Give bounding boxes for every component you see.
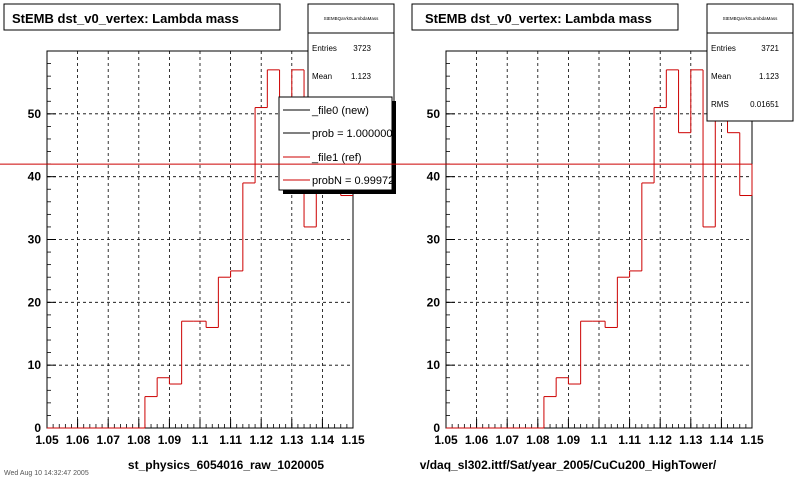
- right-y-tick-label: 0: [433, 421, 440, 435]
- right-x-tick-label: 1.06: [465, 433, 489, 447]
- left-x-tick-label: 1.12: [250, 433, 274, 447]
- left-stats-entries-value: 3723: [353, 44, 371, 53]
- right-y-tick-label: 40: [427, 170, 441, 184]
- left-stats-entries-label: Entries: [312, 44, 337, 53]
- right-x-tick-label: 1.12: [649, 433, 673, 447]
- right-x-axis-label: v/daq_sl302.ittf/Sat/year_2005/CuCu200_H…: [420, 458, 717, 472]
- left-x-tick-label: 1.13: [280, 433, 304, 447]
- left-y-tick-label: 40: [28, 170, 42, 184]
- footer-timestamp: Wed Aug 10 14:32:47 2005: [4, 470, 89, 477]
- left-x-tick-label: 1.06: [66, 433, 90, 447]
- right-x-tick-label: 1.11: [618, 433, 641, 447]
- left-stats-mean-label: Mean: [312, 72, 332, 81]
- left-y-tick-label: 50: [28, 107, 42, 121]
- legend-label-1: prob = 1.000000: [312, 128, 392, 140]
- right-stats-box: StEMBQaVk0LambdaMass Entries 3721 Mean 1…: [706, 3, 794, 122]
- left-x-tick-label: 1.05: [35, 433, 59, 447]
- right-y-tick-label: 50: [427, 107, 441, 121]
- right-stats-mean-value: 1.123: [759, 72, 780, 81]
- legend-label-0: _file0 (new): [311, 105, 369, 117]
- right-y-tick-label: 30: [427, 233, 441, 247]
- right-x-tick-label: 1.08: [526, 433, 550, 447]
- left-x-tick-label: 1.09: [158, 433, 182, 447]
- right-tick-labels: 1.05 1.06 1.07 1.08 1.09 1.1 1.11 1.12 1.13 1.14 1…: [427, 107, 764, 447]
- left-y-tick-label: 0: [34, 421, 41, 435]
- right-y-tick-label: 20: [427, 295, 441, 309]
- legend-label-3: probN = 0.99972: [312, 175, 394, 187]
- left-stats-mean-value: 1.123: [351, 72, 372, 81]
- right-x-tick-label: 1.05: [434, 433, 458, 447]
- left-title-box: [3, 3, 281, 31]
- right-x-tick-label: 1.09: [557, 433, 581, 447]
- left-y-tick-label: 10: [28, 358, 42, 372]
- right-y-tick-label: 10: [427, 358, 441, 372]
- right-grid: [446, 51, 752, 428]
- left-legend: _file0 (new) prob = 1.000000 _file1 (ref…: [278, 96, 396, 194]
- left-x-tick-label: 1.11: [219, 433, 242, 447]
- right-stats-name: StEMBQaVk0LambdaMass: [723, 16, 779, 21]
- left-x-tick-label: 1.1: [192, 433, 209, 447]
- left-x-tick-label: 1.14: [311, 433, 335, 447]
- left-chart-title: StEMB dst_v0_vertex: Lambda mass: [12, 11, 239, 26]
- right-x-tick-label: 1.13: [679, 433, 703, 447]
- right-x-tick-label: 1.14: [710, 433, 734, 447]
- left-y-tick-label: 20: [28, 295, 42, 309]
- legend-label-2: _file1 (ref): [311, 152, 362, 164]
- right-stats-rms-value: 0.01651: [750, 100, 779, 109]
- left-x-axis-label: st_physics_6054016_raw_1020005: [128, 458, 324, 472]
- right-stats-rms-label: RMS: [711, 100, 729, 109]
- right-histogram: [0, 69, 753, 429]
- right-stats-entries-label: Entries: [711, 44, 736, 53]
- left-stats-name: StEMBQaVk0LambdaMass: [324, 16, 380, 21]
- left-x-tick-label: 1.07: [97, 433, 121, 447]
- right-x-tick-label: 1.15: [740, 433, 764, 447]
- left-panel: 1.05 1.06 1.07 1.08 1.09 1.1 1.11 1.12 1.13 1.14 1…: [3, 3, 396, 472]
- left-x-tick-label: 1.08: [127, 433, 151, 447]
- right-stats-entries-value: 3721: [761, 44, 779, 53]
- right-panel: 1.05 1.06 1.07 1.08 1.09 1.1 1.11 1.12 1.13 1.14 1…: [0, 3, 794, 472]
- right-title-box: [411, 3, 679, 31]
- left-tick-labels: 1.05 1.06 1.07 1.08 1.09 1.1 1.11 1.12 1.13 1.14 1…: [28, 107, 365, 447]
- right-chart-title: StEMB dst_v0_vertex: Lambda mass: [425, 11, 652, 26]
- left-y-tick-label: 30: [28, 233, 42, 247]
- right-stats-mean-label: Mean: [711, 72, 731, 81]
- right-x-tick-label: 1.07: [496, 433, 520, 447]
- right-x-tick-label: 1.1: [591, 433, 608, 447]
- left-x-tick-label: 1.15: [341, 433, 365, 447]
